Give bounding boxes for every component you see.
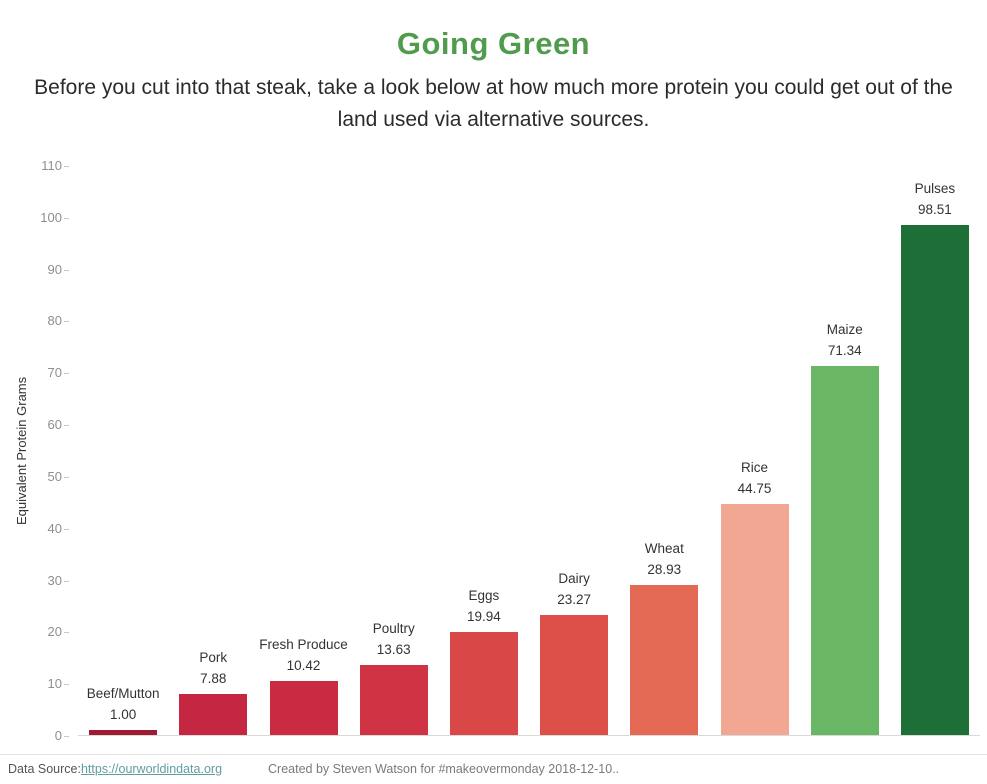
bar[interactable] <box>810 365 879 735</box>
bar-label: Maize 71.34 <box>827 319 863 361</box>
bar-label: Fresh Produce 10.42 <box>259 634 348 676</box>
data-source-label: Data Source: <box>8 762 81 776</box>
y-axis: 0 10 20 30 40 50 60 70 80 90 100 110 <box>38 158 70 743</box>
bar-category-label: Rice <box>741 459 769 475</box>
bar-category-label: Pork <box>199 650 228 666</box>
bar-chart: Equivalent Protein Grams 0 10 20 30 40 50 60 70… <box>0 152 987 744</box>
bar-group-wheat: Wheat 28.93 <box>619 166 709 735</box>
bar-category-label: Fresh Produce <box>259 637 348 653</box>
bar-category-label: Dairy <box>558 570 590 586</box>
y-tick-label: 110 <box>41 158 69 173</box>
bar-value-label: 13.63 <box>376 641 411 657</box>
y-tick-label: 30 <box>47 572 70 588</box>
y-tick-label: 80 <box>47 313 70 329</box>
bar[interactable] <box>89 729 158 735</box>
bar[interactable] <box>269 681 338 735</box>
y-tick-label: 90 <box>47 261 70 277</box>
plot-area: Beef/Mutton 1.00 Pork 7.88 Fresh Produce 10.4… <box>78 166 980 736</box>
bar-label: Rice 44.75 <box>738 457 772 499</box>
footer: Data Source: https://ourworldindata.org … <box>0 754 987 784</box>
bar-group-beef-mutton: Beef/Mutton 1.00 <box>78 166 168 735</box>
y-tick-label: 100 <box>40 209 69 225</box>
bar[interactable] <box>630 585 699 735</box>
bar-group-pulses: Pulses 98.51 <box>890 166 980 735</box>
bar[interactable] <box>900 225 969 735</box>
bar-label: Pork 7.88 <box>199 647 227 689</box>
bar-label: Wheat 28.93 <box>645 538 684 580</box>
bar-value-label: 23.27 <box>557 591 592 607</box>
bar-category-label: Eggs <box>468 587 500 603</box>
y-tick-label: 40 <box>47 520 70 536</box>
bar-group-rice: Rice 44.75 <box>709 166 799 735</box>
bar-group-eggs: Eggs 19.94 <box>439 166 529 735</box>
bar-category-label: Beef/Mutton <box>86 685 160 701</box>
bar-label: Poultry 13.63 <box>373 618 415 660</box>
bar-group-dairy: Dairy 23.27 <box>529 166 619 735</box>
bar-value-label: 28.93 <box>647 562 682 578</box>
y-tick-label: 50 <box>47 468 70 484</box>
y-tick-label: 70 <box>47 365 70 381</box>
y-tick-label: 0 <box>54 728 70 743</box>
bar-value-label: 1.00 <box>109 706 137 722</box>
y-tick-label: 20 <box>47 624 70 640</box>
bar[interactable] <box>449 631 518 735</box>
data-source-link[interactable]: https://ourworldindata.org <box>80 762 223 776</box>
bar-value-label: 19.94 <box>467 608 501 624</box>
bar-group-maize: Maize 71.34 <box>800 166 890 735</box>
bar-label: Eggs 19.94 <box>467 585 501 627</box>
bar-label: Beef/Mutton 1.00 <box>87 683 160 725</box>
bar-category-label: Wheat <box>644 541 684 557</box>
bar[interactable] <box>179 694 248 735</box>
bar[interactable] <box>720 503 789 735</box>
page-title: Going Green <box>396 26 591 61</box>
y-tick-label: 10 <box>47 676 70 692</box>
bar-value-label: 98.51 <box>918 202 952 218</box>
bar-value-label: 71.34 <box>827 342 862 358</box>
bar-value-label: 7.88 <box>200 671 227 687</box>
bar-group-poultry: Poultry 13.63 <box>349 166 439 735</box>
bar[interactable] <box>359 664 428 735</box>
bar-category-label: Poultry <box>372 620 415 636</box>
y-tick-label: 60 <box>47 417 70 433</box>
bar-group-fresh-produce: Fresh Produce 10.42 <box>258 166 348 735</box>
chart-subtitle: Before you cut into that steak, take a l… <box>34 76 953 131</box>
bar-value-label: 10.42 <box>286 658 321 674</box>
bar-label: Dairy 23.27 <box>557 568 591 610</box>
bar-value-label: 44.75 <box>737 480 772 496</box>
bar-category-label: Pulses <box>914 181 956 197</box>
credit-text: Created by Steven Watson for #makeovermo… <box>268 762 620 776</box>
bar[interactable] <box>540 614 609 735</box>
y-axis-title: Equivalent Protein Grams <box>14 376 29 526</box>
bar-label: Pulses 98.51 <box>915 178 956 220</box>
bar-group-pork: Pork 7.88 <box>168 166 258 735</box>
bar-category-label: Maize <box>826 321 863 337</box>
